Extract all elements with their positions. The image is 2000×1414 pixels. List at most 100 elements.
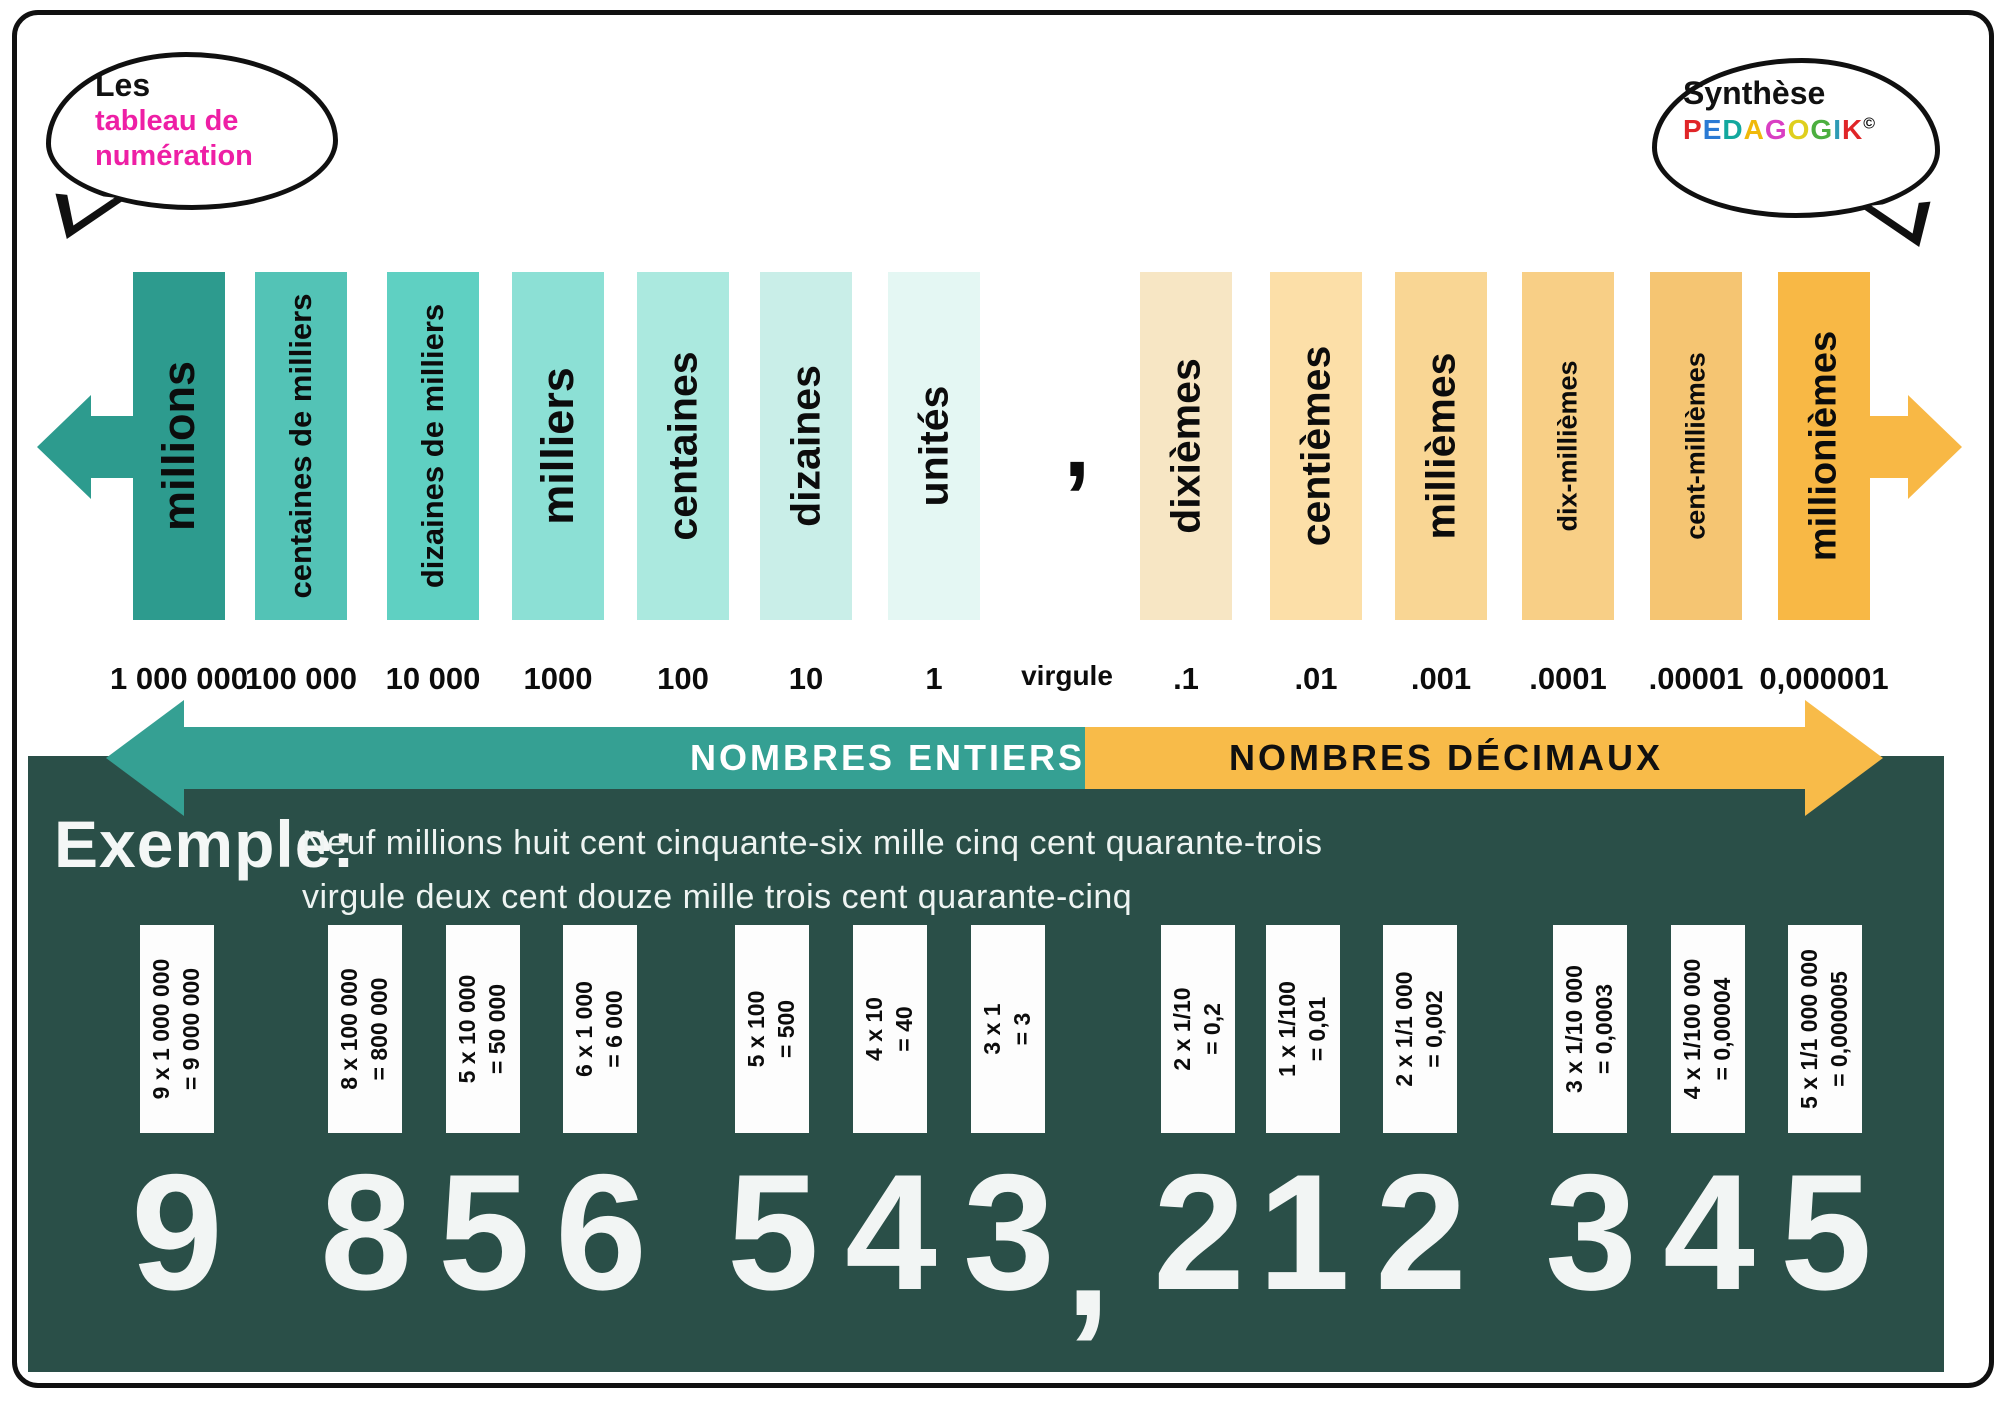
column-value: .00001: [1648, 661, 1744, 696]
column-value: 100: [657, 661, 709, 696]
column-dizaines: dizaines: [760, 272, 852, 620]
column-label: dixièmes: [1162, 358, 1209, 534]
example-sentence-line-1: Neuf millions huit cent cinquante-six mi…: [302, 824, 1323, 862]
breakdown-card: 4 x 1/100 000 = 0,00004: [1671, 925, 1745, 1133]
brand-speech-bubble: Synthèse PEDAGOGIK©: [1652, 58, 1940, 253]
column-unites: unités: [888, 272, 980, 620]
breakdown-expr: 4 x 10: [861, 997, 888, 1061]
decimaux-arrow-icon: [1805, 700, 1883, 816]
breakdown-expr: 5 x 100: [743, 990, 770, 1068]
column-label: cent-millièmes: [1680, 352, 1711, 540]
entiers-band: NOMBRES ENTIERS: [182, 727, 1177, 789]
breakdown-result: = 0,0003: [1591, 983, 1617, 1075]
example-digit: 5: [727, 1140, 819, 1324]
breakdown-expr: 5 x 1/1 000 000: [1796, 949, 1823, 1109]
example-digit: 3: [963, 1140, 1055, 1324]
breakdown-result: = 0,000005: [1826, 971, 1852, 1087]
left-arrow-shaft: [88, 416, 138, 478]
column-centaines: centaines: [637, 272, 729, 620]
column-label: centaines: [659, 351, 706, 541]
column-millions: millions: [133, 272, 225, 620]
brand-letter: G: [1764, 113, 1788, 145]
example-digit: 3: [1545, 1140, 1637, 1324]
breakdown-result: = 6 000: [601, 990, 627, 1068]
example-comma: ,: [1065, 1166, 1111, 1350]
column-value: 1: [925, 661, 943, 696]
column-millioniemes: millionièmes: [1778, 272, 1870, 620]
breakdown-card: 2 x 1/1 000 = 0,002: [1383, 925, 1457, 1133]
breakdown-card: 3 x 1/10 000 = 0,0003: [1553, 925, 1627, 1133]
example-digit: 5: [438, 1140, 530, 1324]
column-centaines-de-milliers: centaines de milliers: [255, 272, 347, 620]
breakdown-card: 5 x 100 = 500: [735, 925, 809, 1133]
column-label: dizaines: [782, 365, 829, 527]
column-dix-milliemes: dix-millièmes: [1522, 272, 1614, 620]
decimaux-band: NOMBRES DÉCIMAUX: [1085, 727, 1807, 789]
breakdown-card: 2 x 1/10 = 0,2: [1161, 925, 1235, 1133]
example-digit: 5: [1780, 1140, 1872, 1324]
example-digit: 4: [1663, 1140, 1755, 1324]
column-label: millièmes: [1417, 352, 1464, 540]
breakdown-expr: 5 x 10 000: [454, 974, 481, 1084]
breakdown-card: 9 x 1 000 000 = 9 000 000: [140, 925, 214, 1133]
example-digit: 4: [845, 1140, 937, 1324]
column-label: dix-millièmes: [1552, 360, 1583, 532]
column-value: .001: [1410, 661, 1472, 696]
breakdown-expr: 6 x 1 000: [571, 981, 598, 1077]
brand-title: Synthèse: [1683, 75, 1826, 111]
entiers-arrow-icon: [106, 700, 184, 816]
brand-logo-text: PEDAGOGIK©: [1683, 112, 1935, 148]
column-value: .1: [1173, 661, 1199, 696]
breakdown-card: 3 x 1 = 3: [971, 925, 1045, 1133]
title-line-1: tableau de: [95, 104, 239, 137]
column-value: .01: [1294, 661, 1338, 696]
breakdown-result: = 0,002: [1421, 990, 1447, 1068]
breakdown-result: = 50 000: [484, 983, 510, 1075]
brand-letter: P: [1683, 113, 1703, 145]
breakdown-expr: 8 x 100 000: [336, 968, 363, 1090]
breakdown-result: = 800 000: [366, 977, 392, 1081]
breakdown-expr: 3 x 1/10 000: [1561, 965, 1588, 1093]
breakdown-card: 6 x 1 000 = 6 000: [563, 925, 637, 1133]
column-cent-milliemes: cent-millièmes: [1650, 272, 1742, 620]
column-value: .0001: [1529, 661, 1607, 696]
breakdown-result: = 9 000 000: [178, 967, 204, 1091]
bubble-tail-fill: [63, 192, 115, 230]
title-speech-bubble: Les tableau de numération: [46, 52, 338, 245]
column-value: 10: [788, 661, 824, 696]
decimal-comma: ,: [1063, 391, 1091, 497]
entiers-band-label: NOMBRES ENTIERS: [689, 737, 1085, 778]
column-label: unités: [910, 385, 957, 507]
column-dizaines-de-milliers: dizaines de milliers: [387, 272, 479, 620]
brand-letter: G: [1810, 113, 1834, 145]
brand-letter: E: [1702, 113, 1723, 145]
left-arrow-icon: [37, 395, 91, 499]
title-line-2: numération: [95, 140, 253, 173]
copyright-mark: ©: [1863, 115, 1876, 133]
breakdown-expr: 1 x 1/100: [1274, 981, 1301, 1077]
breakdown-result: = 0,2: [1199, 1003, 1225, 1055]
virgule-label: virgule: [1021, 660, 1113, 691]
column-label: millionièmes: [1802, 330, 1845, 562]
poster-border-frame: [12, 10, 1994, 1388]
column-label: milliers: [532, 367, 583, 525]
brand-letter: K: [1841, 113, 1864, 145]
breakdown-result: = 3: [1009, 1012, 1035, 1046]
breakdown-expr: 9 x 1 000 000: [148, 958, 175, 1100]
example-digit: 9: [131, 1140, 223, 1324]
column-label: millions: [153, 360, 204, 532]
breakdown-expr: 2 x 1/1 000: [1391, 971, 1418, 1087]
right-arrow-shaft: [1866, 416, 1912, 478]
column-label: dizaines de milliers: [415, 303, 450, 589]
breakdown-card: 1 x 1/100 = 0,01: [1266, 925, 1340, 1133]
breakdown-expr: 4 x 1/100 000: [1679, 958, 1706, 1100]
breakdown-card: 5 x 10 000 = 50 000: [446, 925, 520, 1133]
column-centiemes: centièmes: [1270, 272, 1362, 620]
breakdown-card: 5 x 1/1 000 000 = 0,000005: [1788, 925, 1862, 1133]
column-label: centaines de milliers: [283, 293, 318, 599]
title-prefix: Les: [95, 67, 151, 103]
column-milliemes: millièmes: [1395, 272, 1487, 620]
breakdown-expr: 3 x 1: [979, 1003, 1006, 1055]
example-sentence-line-2: virgule deux cent douze mille trois cent…: [302, 878, 1133, 916]
